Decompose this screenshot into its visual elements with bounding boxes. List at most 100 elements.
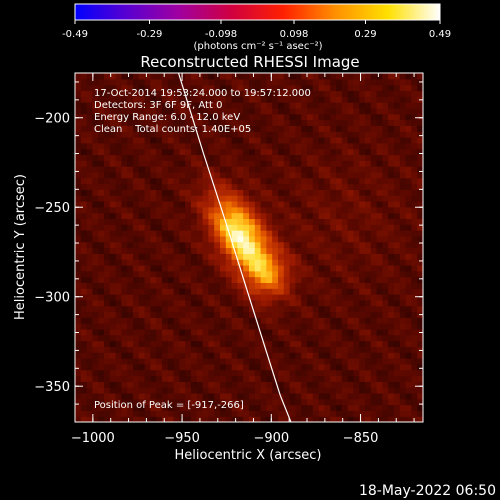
heatmap-cell	[138, 195, 146, 202]
heatmap-cell	[75, 84, 82, 92]
heatmap-cell	[324, 160, 331, 167]
heatmap-cell	[144, 200, 151, 208]
heatmap-cell	[359, 387, 366, 394]
heatmap-cell	[167, 218, 175, 225]
heatmap-cell	[133, 270, 140, 278]
heatmap-cell	[295, 305, 302, 313]
heatmap-cell	[208, 160, 215, 167]
heatmap-cell	[388, 305, 395, 313]
heatmap-cell	[249, 323, 256, 330]
heatmap-cell	[133, 142, 140, 150]
heatmap-cell	[208, 270, 215, 278]
heatmap-cell	[179, 96, 186, 103]
heatmap-cell	[121, 387, 128, 394]
heatmap-cell	[121, 212, 128, 220]
heatmap-cell	[173, 375, 180, 382]
heatmap-cell	[411, 264, 418, 272]
heatmap-cell	[167, 142, 175, 150]
heatmap-cell	[365, 241, 372, 249]
heatmap-cell	[109, 119, 117, 126]
heatmap-cell	[312, 294, 320, 301]
heatmap-cell	[394, 375, 401, 382]
heatmap-cell	[173, 113, 180, 121]
heatmap-cell	[133, 113, 140, 121]
heatmap-cell	[173, 125, 180, 132]
heatmap-cell	[417, 317, 423, 324]
heatmap-cell	[92, 241, 99, 249]
heatmap-cell	[225, 218, 233, 225]
heatmap-cell	[104, 212, 111, 220]
heatmap-cell	[376, 311, 383, 318]
heatmap-cell	[109, 177, 117, 185]
heatmap-cell	[86, 189, 93, 196]
heatmap-cell	[86, 241, 93, 249]
heatmap-cell	[417, 305, 423, 313]
heatmap-cell	[225, 404, 233, 411]
heatmap-cell	[185, 346, 192, 353]
heatmap-cell	[307, 264, 314, 272]
heatmap-cell	[220, 253, 227, 260]
heatmap-cell	[266, 328, 273, 336]
heatmap-cell	[370, 131, 378, 138]
heatmap-cell	[80, 352, 88, 359]
heatmap-cell	[167, 352, 175, 359]
heatmap-cell	[243, 398, 250, 406]
heatmap-cell	[144, 90, 151, 97]
heatmap-cell	[133, 195, 140, 202]
heatmap-cell	[254, 119, 262, 126]
heatmap-cell	[243, 259, 250, 266]
heatmap-cell	[312, 125, 320, 132]
heatmap-cell	[382, 276, 389, 283]
heatmap-cell	[185, 131, 192, 138]
heatmap-cell	[376, 416, 383, 422]
heatmap-cell	[208, 73, 215, 80]
heatmap-cell	[243, 363, 250, 371]
heatmap-cell	[231, 387, 238, 394]
heatmap-cell	[249, 294, 256, 301]
heatmap-cell	[92, 387, 99, 394]
heatmap-cell	[405, 166, 412, 173]
heatmap-cell	[144, 78, 151, 86]
heatmap-cell	[324, 363, 331, 371]
heatmap-cell	[388, 84, 395, 92]
heatmap-cell	[80, 241, 88, 249]
heatmap-cell	[394, 131, 401, 138]
heatmap-cell	[266, 398, 273, 406]
heatmap-cell	[156, 224, 163, 231]
heatmap-cell	[365, 323, 372, 330]
heatmap-cell	[365, 131, 372, 138]
heatmap-cell	[225, 113, 233, 121]
heatmap-cell	[394, 148, 401, 156]
heatmap-cell	[370, 136, 378, 144]
heatmap-cell	[405, 299, 412, 307]
heatmap-cell	[156, 90, 163, 97]
heatmap-cell	[260, 276, 267, 283]
heatmap-cell	[196, 410, 204, 417]
heatmap-cell	[388, 346, 395, 353]
heatmap-cell	[341, 195, 349, 202]
heatmap-cell	[179, 166, 186, 173]
heatmap-cell	[98, 381, 105, 388]
heatmap-cell	[405, 218, 412, 225]
heatmap-cell	[208, 264, 215, 272]
heatmap-cell	[243, 84, 250, 92]
heatmap-cell	[185, 148, 192, 156]
heatmap-cell	[167, 189, 175, 196]
heatmap-cell	[399, 340, 407, 347]
heatmap-cell	[138, 200, 146, 208]
heatmap-cell	[167, 334, 175, 342]
heatmap-cell	[220, 200, 227, 208]
heatmap-cell	[208, 305, 215, 313]
heatmap-cell	[365, 247, 372, 254]
heatmap-cell	[80, 171, 88, 179]
heatmap-cell	[254, 398, 262, 406]
heatmap-cell	[179, 102, 186, 109]
heatmap-cell	[394, 102, 401, 109]
heatmap-cell	[214, 125, 221, 132]
heatmap-cell	[283, 224, 291, 231]
heatmap-cell	[237, 73, 244, 80]
heatmap-cell	[231, 358, 238, 365]
heatmap-cell	[162, 166, 169, 173]
heatmap-cell	[289, 90, 296, 97]
heatmap-cell	[138, 294, 146, 301]
